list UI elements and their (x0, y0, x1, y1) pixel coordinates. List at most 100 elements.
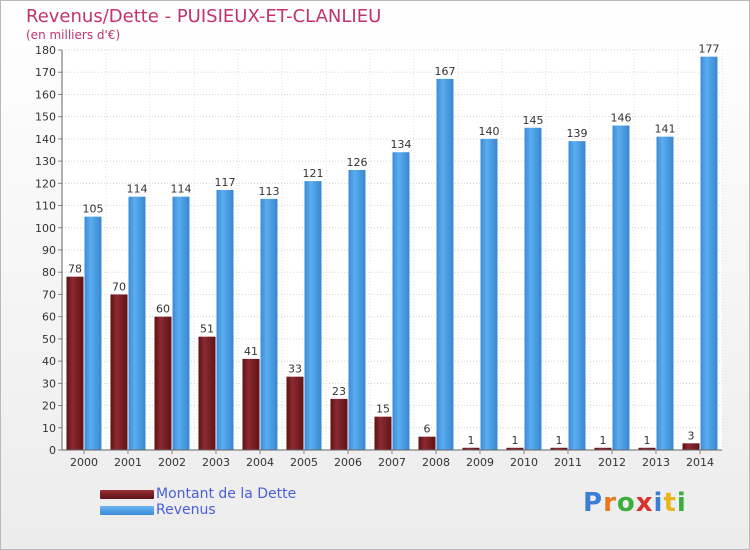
bar-dette (506, 447, 524, 450)
bar-revenus (172, 196, 190, 450)
y-tick-label: 160 (35, 88, 56, 101)
logo-letter: i (653, 488, 664, 518)
logo-letter: o (616, 488, 636, 518)
y-tick-label: 50 (42, 333, 56, 346)
data-label-revenus: 134 (391, 138, 412, 151)
x-tick-label: 2007 (378, 456, 406, 469)
chart-title: Revenus/Dette - PUISIEUX-ET-CLANLIEU (26, 6, 382, 27)
data-label-revenus: 126 (347, 156, 368, 169)
data-label-revenus: 140 (479, 125, 500, 138)
y-tick-label: 20 (42, 400, 56, 413)
data-label-revenus: 177 (699, 43, 720, 56)
legend-swatch-dette (100, 490, 154, 499)
bar-revenus (568, 141, 586, 450)
bar-dette (594, 447, 612, 450)
bar-revenus (436, 78, 454, 450)
data-label-dette: 3 (688, 429, 695, 442)
data-label-dette: 1 (600, 434, 607, 447)
y-tick-label: 130 (35, 155, 56, 168)
y-tick-label: 140 (35, 133, 56, 146)
y-tick-label: 120 (35, 177, 56, 190)
data-label-revenus: 167 (435, 65, 456, 78)
bar-dette (418, 436, 436, 450)
data-label-dette: 60 (156, 303, 170, 316)
y-tick-label: 180 (35, 44, 56, 57)
y-tick-label: 60 (42, 311, 56, 324)
bar-revenus (128, 196, 146, 450)
logo-letter: t (663, 488, 677, 518)
data-label-revenus: 141 (655, 123, 676, 136)
x-tick-label: 2005 (290, 456, 318, 469)
x-tick-label: 2009 (466, 456, 494, 469)
data-label-dette: 6 (424, 423, 431, 436)
x-tick-label: 2002 (158, 456, 186, 469)
data-label-dette: 1 (556, 434, 563, 447)
x-tick-label: 2001 (114, 456, 142, 469)
y-tick-label: 150 (35, 111, 56, 124)
x-tick-label: 2010 (510, 456, 538, 469)
y-tick-label: 100 (35, 222, 56, 235)
data-label-dette: 78 (68, 263, 82, 276)
y-tick-label: 110 (35, 200, 56, 213)
bar-revenus (260, 198, 278, 450)
y-tick-label: 10 (42, 422, 56, 435)
y-tick-label: 90 (42, 244, 56, 257)
logo-letter: r (603, 488, 617, 518)
x-tick-label: 2012 (598, 456, 626, 469)
bar-dette (638, 447, 656, 450)
bar-dette (286, 376, 304, 450)
data-label-revenus: 117 (215, 176, 236, 189)
logo-letter: i (676, 488, 687, 518)
bar-revenus (348, 170, 366, 450)
data-label-dette: 51 (200, 323, 214, 336)
bar-revenus (392, 152, 410, 450)
x-tick-label: 2014 (686, 456, 714, 469)
bar-dette (154, 316, 172, 450)
y-tick-label: 30 (42, 377, 56, 390)
data-label-dette: 70 (112, 280, 126, 293)
bar-dette (374, 416, 392, 450)
bar-revenus (216, 190, 234, 450)
data-label-dette: 1 (468, 434, 475, 447)
bar-dette (198, 336, 216, 450)
data-label-dette: 33 (288, 363, 302, 376)
x-tick-label: 2008 (422, 456, 450, 469)
bar-revenus (304, 181, 322, 450)
data-label-dette: 15 (376, 403, 390, 416)
bar-dette (66, 276, 84, 450)
legend-label-revenus: Revenus (156, 502, 216, 518)
bar-dette (462, 447, 480, 450)
y-tick-label: 0 (49, 444, 56, 457)
y-tick-label: 70 (42, 288, 56, 301)
bar-dette (330, 398, 348, 450)
data-label-revenus: 145 (523, 114, 544, 127)
bar-dette (682, 443, 700, 450)
data-label-revenus: 146 (611, 112, 632, 125)
data-label-revenus: 114 (127, 183, 148, 196)
y-tick-label: 40 (42, 355, 56, 368)
y-tick-label: 80 (42, 266, 56, 279)
logo-letter: x (635, 488, 654, 518)
data-label-revenus: 105 (83, 203, 104, 216)
x-tick-label: 2013 (642, 456, 670, 469)
x-tick-label: 2011 (554, 456, 582, 469)
y-tick-label: 170 (35, 66, 56, 79)
bar-dette (550, 447, 568, 450)
x-tick-label: 2004 (246, 456, 274, 469)
proxiti-logo: Proxiti (583, 488, 687, 518)
logo-letter: P (583, 488, 604, 518)
bar-revenus (656, 136, 674, 450)
bar-revenus (84, 216, 102, 450)
bar-revenus (524, 127, 542, 451)
data-label-revenus: 121 (303, 167, 324, 180)
bar-dette (110, 294, 128, 450)
data-label-dette: 23 (332, 385, 346, 398)
bar-revenus (612, 125, 630, 451)
bar-revenus (700, 56, 718, 451)
data-label-dette: 1 (644, 434, 651, 447)
chart-subtitle: (en milliers d'€) (26, 28, 121, 42)
data-label-revenus: 139 (567, 127, 588, 140)
x-tick-label: 2003 (202, 456, 230, 469)
x-tick-label: 2006 (334, 456, 362, 469)
